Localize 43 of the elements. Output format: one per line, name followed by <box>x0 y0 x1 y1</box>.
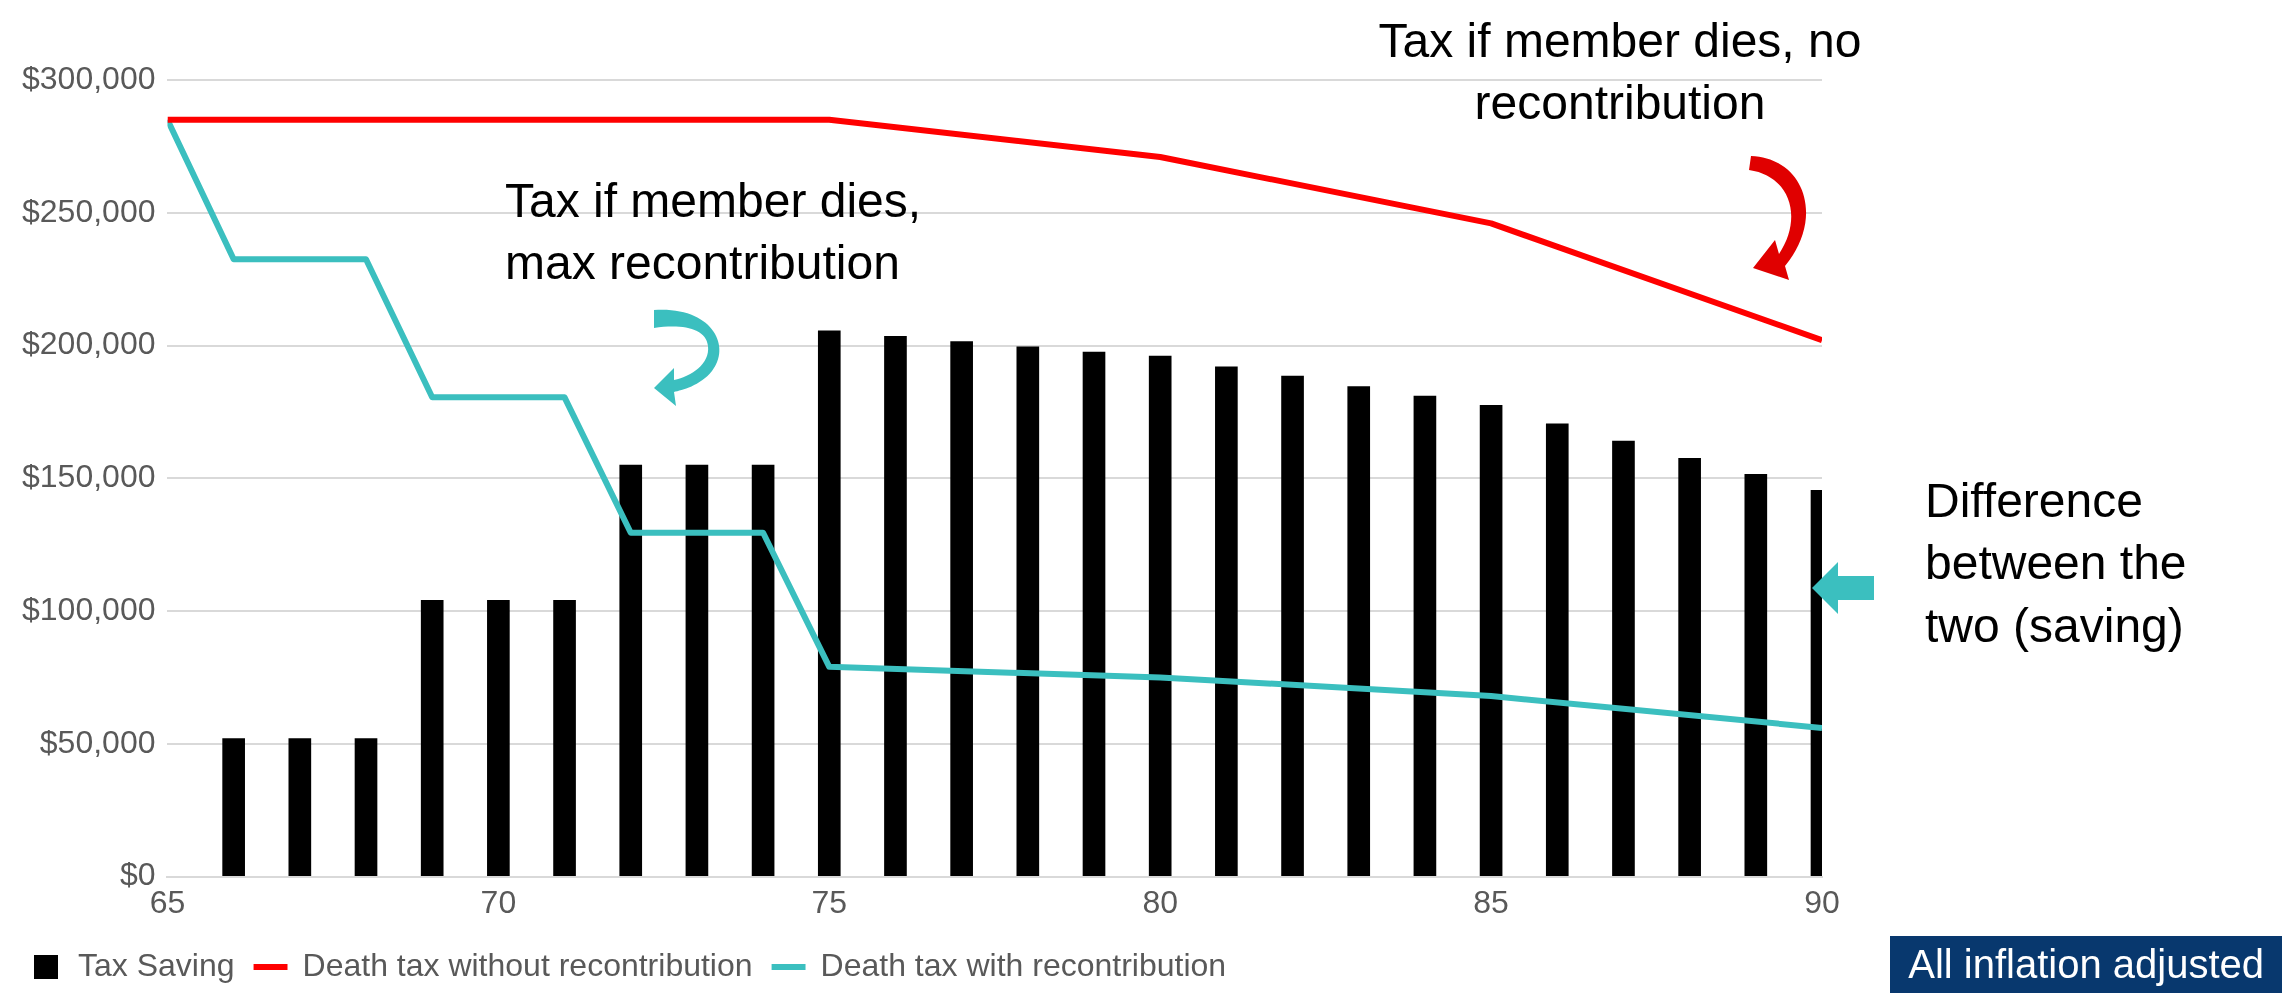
bar <box>222 738 245 876</box>
text: Difference between the two (saving) <box>1925 473 2188 654</box>
x-tick-label: 75 <box>811 883 848 920</box>
text: All inflation adjusted <box>1890 936 2282 993</box>
bar <box>354 738 378 876</box>
annotation: Tax if member dies, max recontribution <box>505 173 923 292</box>
bar <box>619 464 643 876</box>
bar <box>487 600 510 876</box>
y-tick-label: $0 <box>119 856 156 893</box>
y-tick-label: $300,000 <box>22 59 156 96</box>
annotation: Tax if member dies, no recontribution <box>1377 13 1863 132</box>
bar <box>1678 458 1701 876</box>
y-tick-label: $100,000 <box>22 590 156 627</box>
x-tick-label: 80 <box>1142 883 1178 920</box>
bar <box>1413 395 1437 876</box>
bar <box>553 600 576 876</box>
bar <box>1744 473 1768 876</box>
legend-label: Tax Saving <box>78 946 235 983</box>
bar <box>1347 386 1371 876</box>
y-tick-label: $200,000 <box>22 325 156 362</box>
bar <box>1479 404 1503 876</box>
bar <box>1612 440 1635 876</box>
legend-label: Death tax with recontribution <box>820 946 1227 983</box>
bar <box>288 738 312 876</box>
y-tick-label: $50,000 <box>39 723 156 760</box>
bar <box>1215 366 1238 876</box>
x-tick-label: 90 <box>1804 883 1840 920</box>
x-tick-label: 85 <box>1473 883 1509 920</box>
bar <box>1148 355 1172 876</box>
bar <box>1082 351 1106 876</box>
bar <box>1016 346 1040 876</box>
bar <box>751 464 775 876</box>
x-tick-label: 70 <box>480 883 517 920</box>
bar <box>1545 423 1569 876</box>
bar <box>685 464 709 876</box>
bar <box>1281 375 1304 876</box>
legend-label: Death tax without recontribution <box>302 946 753 983</box>
bar <box>884 335 907 876</box>
bar <box>950 341 973 876</box>
y-tick-label: $150,000 <box>22 458 156 495</box>
y-tick-label: $250,000 <box>22 192 156 229</box>
bar <box>817 330 841 876</box>
bar <box>420 600 444 876</box>
